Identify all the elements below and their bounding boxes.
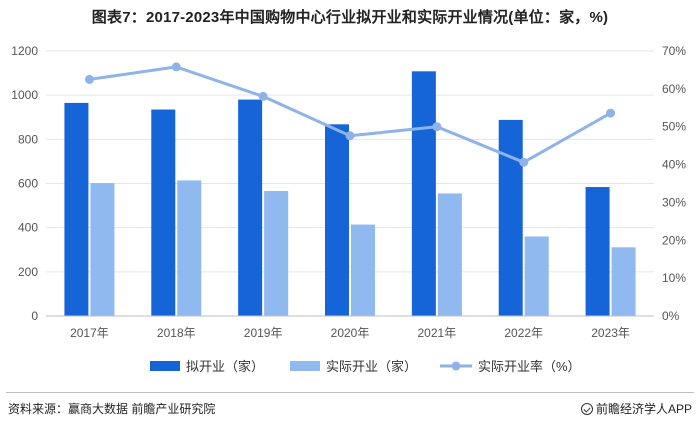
- gridlines: [46, 50, 654, 273]
- legend-swatch: [150, 361, 180, 371]
- app-credit-label: 前瞻经济学人APP: [595, 402, 692, 416]
- y-tick-label-left: 0: [31, 309, 38, 323]
- legend-label: 拟开业（家）: [186, 359, 264, 374]
- x-tick-label: 2020年: [331, 326, 370, 340]
- y-tick-label-left: 200: [18, 265, 38, 279]
- rate-point: [171, 62, 181, 72]
- y-tick-label-right: 10%: [662, 271, 686, 285]
- bar-actual: [90, 183, 115, 316]
- bar-actual: [351, 224, 375, 316]
- y-tick-label-left: 1000: [11, 88, 38, 102]
- y-tick-label-left: 1200: [11, 44, 38, 58]
- axes: 0 200 400 600 800 1000 1200 0% 10% 20% 30% 40% 50% 60…: [11, 44, 686, 340]
- x-tick-label: 2023年: [591, 326, 630, 340]
- x-tick-label: 2019年: [244, 326, 283, 340]
- y-tick-label-left: 400: [18, 221, 38, 235]
- rate-point: [258, 91, 268, 101]
- bar-actual: [524, 236, 549, 316]
- bar-planned: [325, 124, 349, 316]
- rate-point: [345, 131, 355, 141]
- source-note: 资料来源：赢商大数据 前瞻产业研究院: [8, 402, 216, 416]
- y-tick-label-right: 60%: [662, 82, 686, 96]
- bar-planned: [411, 71, 436, 316]
- rate-point: [519, 157, 529, 167]
- y-tick-label-right: 70%: [662, 44, 686, 58]
- y-tick-label-right: 40%: [662, 158, 686, 172]
- legend-swatch: [290, 361, 320, 371]
- y-tick-label-left: 800: [18, 132, 38, 146]
- bar-planned: [498, 119, 523, 317]
- legend-label: 实际开业率（%）: [478, 359, 581, 374]
- bar-planned: [64, 102, 89, 316]
- bars: [64, 71, 636, 317]
- legend-label: 实际开业（家）: [326, 359, 417, 374]
- bar-actual: [177, 180, 202, 316]
- app-credit: 前瞻经济学人APP: [580, 400, 692, 417]
- y-tick-label-right: 20%: [662, 233, 686, 247]
- bar-planned: [238, 99, 263, 316]
- brand-logo-icon: [580, 403, 593, 415]
- y-tick-label-right: 0%: [662, 309, 680, 323]
- chart-title: 图表7：2017-2023年中国购物中心行业拟开业和实际开业情况(单位：家，%): [91, 9, 609, 26]
- footer-divider: [6, 392, 694, 393]
- rate-point: [84, 74, 94, 84]
- x-tick-label: 2021年: [418, 326, 457, 340]
- x-tick-label: 2017年: [70, 326, 109, 340]
- x-tick-label: 2022年: [504, 326, 543, 340]
- y-tick-label-right: 30%: [662, 195, 686, 209]
- y-tick-label-right: 50%: [662, 120, 686, 134]
- bar-actual: [264, 191, 289, 316]
- rate-point: [432, 122, 442, 132]
- bar-actual: [611, 247, 636, 316]
- x-tick-label: 2018年: [157, 326, 196, 340]
- rate-point: [606, 108, 616, 118]
- legend-point-swatch: [451, 361, 461, 371]
- legend: 拟开业（家） 实际开业（家） 实际开业率（%）: [150, 359, 581, 374]
- bar-planned: [151, 109, 176, 316]
- rate-line: [84, 62, 616, 167]
- bar-actual: [437, 193, 462, 316]
- bar-planned: [585, 187, 610, 316]
- y-tick-label-left: 600: [18, 177, 38, 191]
